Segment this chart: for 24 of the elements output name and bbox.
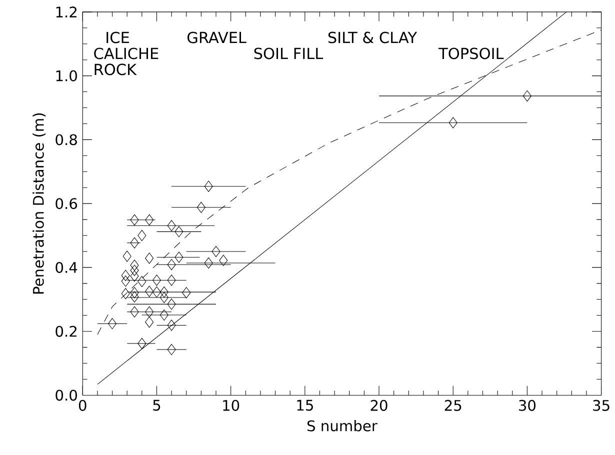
annotation: GRAVEL (187, 32, 246, 44)
y-tick-label: 0.4 (56, 262, 78, 274)
x-tick-label: 15 (297, 400, 313, 411)
y-tick-label: 0.6 (56, 198, 78, 210)
annotation: ICE (106, 32, 129, 44)
x-tick-label: 25 (444, 400, 462, 411)
y-tick-label: 0.8 (56, 134, 77, 146)
x-tick-label: 30 (519, 400, 536, 411)
annotation: CALICHE (94, 48, 158, 60)
annotation: TOPSOIL (438, 48, 504, 60)
annotation: SILT & CLAY (328, 32, 418, 44)
annotation: SOIL FILL (254, 48, 324, 60)
y-tick-label: 1.0 (56, 70, 77, 82)
x-tick-label: 20 (370, 400, 388, 411)
y-axis-title: Penetration Distance (m) (32, 113, 46, 294)
x-tick-label: 35 (593, 400, 610, 411)
x-tick-label: 0 (78, 400, 86, 411)
x-axis-title: S number (307, 420, 378, 432)
y-tick-label: 0.0 (56, 390, 77, 401)
x-tick-label: 10 (223, 400, 240, 411)
annotation: ROCK (94, 64, 137, 76)
y-tick-label: 0.2 (56, 326, 76, 337)
x-tick-label: 5 (153, 400, 160, 411)
y-tick-label: 1.2 (56, 6, 76, 18)
